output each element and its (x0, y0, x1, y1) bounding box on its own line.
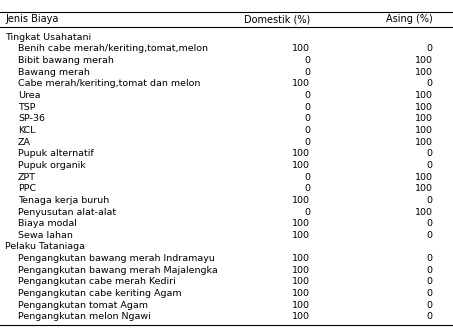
Text: 0: 0 (304, 68, 310, 77)
Text: 0: 0 (427, 149, 433, 158)
Text: 100: 100 (414, 184, 433, 193)
Text: 100: 100 (414, 126, 433, 135)
Text: Asing (%): Asing (%) (386, 14, 433, 24)
Text: 100: 100 (292, 149, 310, 158)
Text: 0: 0 (427, 79, 433, 88)
Text: Penyusutan alat-alat: Penyusutan alat-alat (18, 208, 116, 216)
Text: Pengangkutan cabe merah Kediri: Pengangkutan cabe merah Kediri (18, 277, 176, 286)
Text: 0: 0 (304, 91, 310, 100)
Text: 100: 100 (292, 312, 310, 321)
Text: Pupuk organik: Pupuk organik (18, 161, 86, 170)
Text: 0: 0 (427, 312, 433, 321)
Text: 100: 100 (414, 56, 433, 65)
Text: 100: 100 (292, 254, 310, 263)
Text: Jenis Biaya: Jenis Biaya (5, 14, 59, 24)
Text: 0: 0 (427, 196, 433, 205)
Text: 100: 100 (292, 79, 310, 88)
Text: 0: 0 (304, 184, 310, 193)
Text: 100: 100 (292, 161, 310, 170)
Text: Pengangkutan bawang merah Majalengka: Pengangkutan bawang merah Majalengka (18, 266, 218, 275)
Text: KCL: KCL (18, 126, 36, 135)
Text: 0: 0 (304, 114, 310, 123)
Text: 100: 100 (292, 196, 310, 205)
Text: 0: 0 (427, 219, 433, 228)
Text: Pupuk alternatif: Pupuk alternatif (18, 149, 94, 158)
Text: 100: 100 (414, 138, 433, 147)
Text: Domestik (%): Domestik (%) (244, 14, 310, 24)
Text: 0: 0 (304, 56, 310, 65)
Text: Benih cabe merah/keriting,tomat,melon: Benih cabe merah/keriting,tomat,melon (18, 44, 208, 53)
Text: Cabe merah/keriting,tomat dan melon: Cabe merah/keriting,tomat dan melon (18, 79, 201, 88)
Text: 100: 100 (292, 231, 310, 240)
Text: SP-36: SP-36 (18, 114, 45, 123)
Text: Urea: Urea (18, 91, 41, 100)
Text: 100: 100 (414, 172, 433, 182)
Text: 0: 0 (304, 103, 310, 112)
Text: 0: 0 (427, 277, 433, 286)
Text: 0: 0 (304, 172, 310, 182)
Text: 100: 100 (292, 44, 310, 53)
Text: Pengangkutan cabe keriting Agam: Pengangkutan cabe keriting Agam (18, 289, 182, 298)
Text: Pelaku Tataniaga: Pelaku Tataniaga (5, 243, 86, 252)
Text: 100: 100 (414, 103, 433, 112)
Text: Bawang merah: Bawang merah (18, 68, 90, 77)
Text: 100: 100 (414, 91, 433, 100)
Text: 0: 0 (304, 208, 310, 216)
Text: 100: 100 (292, 266, 310, 275)
Text: Bibit bawang merah: Bibit bawang merah (18, 56, 114, 65)
Text: 0: 0 (427, 231, 433, 240)
Text: Tenaga kerja buruh: Tenaga kerja buruh (18, 196, 109, 205)
Text: ZPT: ZPT (18, 172, 36, 182)
Text: 100: 100 (414, 68, 433, 77)
Text: Pengangkutan tomat Agam: Pengangkutan tomat Agam (18, 301, 148, 310)
Text: 100: 100 (414, 114, 433, 123)
Text: Sewa lahan: Sewa lahan (18, 231, 73, 240)
Text: 100: 100 (414, 208, 433, 216)
Text: 100: 100 (292, 219, 310, 228)
Text: 0: 0 (304, 126, 310, 135)
Text: 0: 0 (427, 266, 433, 275)
Text: ZA: ZA (18, 138, 31, 147)
Text: PPC: PPC (18, 184, 36, 193)
Text: 0: 0 (427, 301, 433, 310)
Text: Pengangkutan bawang merah Indramayu: Pengangkutan bawang merah Indramayu (18, 254, 215, 263)
Text: 0: 0 (427, 44, 433, 53)
Text: 0: 0 (427, 254, 433, 263)
Text: Tingkat Usahatani: Tingkat Usahatani (5, 33, 92, 42)
Text: TSP: TSP (18, 103, 36, 112)
Text: Pengangkutan melon Ngawi: Pengangkutan melon Ngawi (18, 312, 151, 321)
Text: 0: 0 (427, 161, 433, 170)
Text: 100: 100 (292, 289, 310, 298)
Text: Biaya modal: Biaya modal (18, 219, 77, 228)
Text: 0: 0 (427, 289, 433, 298)
Text: 0: 0 (304, 138, 310, 147)
Text: 100: 100 (292, 301, 310, 310)
Text: 100: 100 (292, 277, 310, 286)
